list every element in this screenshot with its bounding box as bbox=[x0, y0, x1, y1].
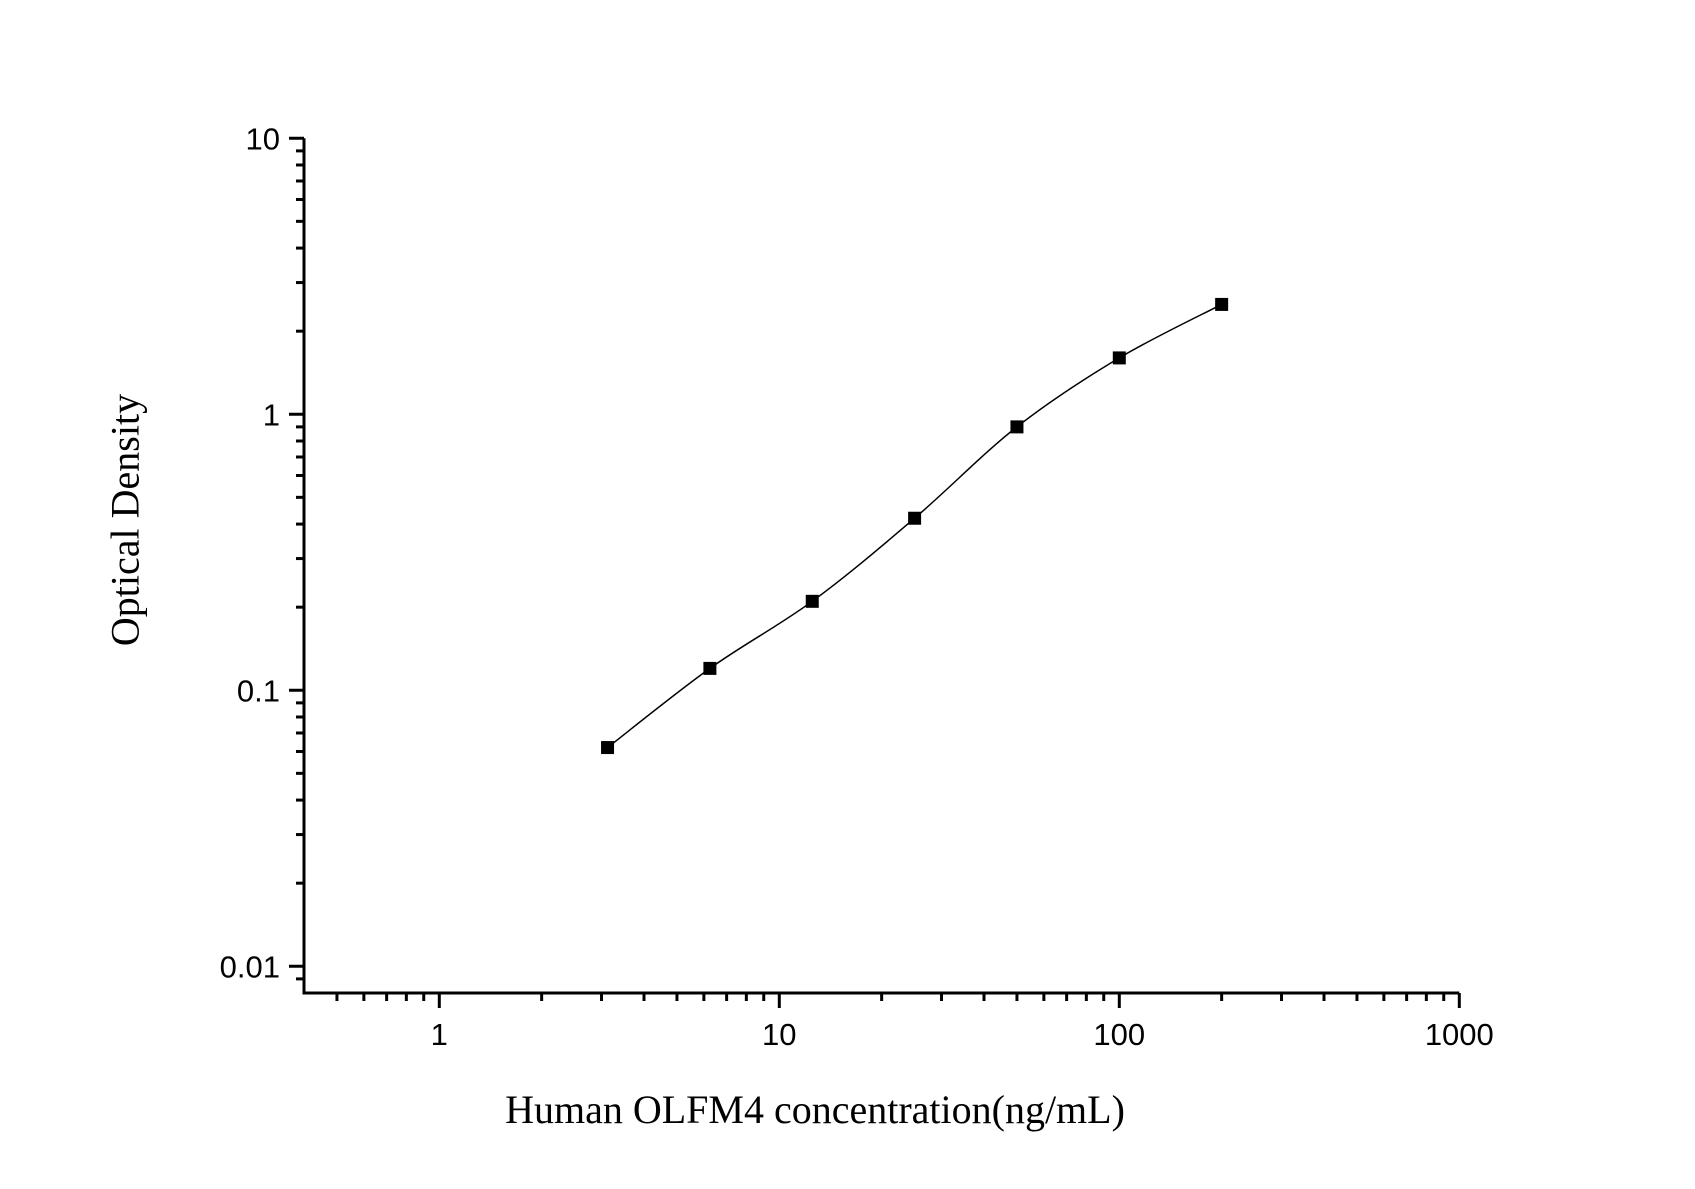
x-tick-label: 1000 bbox=[1425, 1017, 1494, 1052]
data-point-marker bbox=[1215, 297, 1229, 311]
x-axis-title: Human OLFM4 concentration(ng/mL) bbox=[505, 1087, 1125, 1132]
y-axis-title: Optical Density bbox=[102, 393, 148, 647]
data-point-marker bbox=[601, 741, 615, 755]
y-tick-label: 0.01 bbox=[220, 949, 280, 984]
data-point-marker bbox=[908, 511, 922, 525]
curve-line bbox=[607, 303, 1222, 749]
data-point-marker bbox=[1112, 351, 1126, 365]
data-point-marker bbox=[1010, 420, 1024, 434]
y-tick-label: 0.1 bbox=[237, 673, 280, 708]
data-point-marker bbox=[805, 594, 819, 608]
x-tick-label: 100 bbox=[1093, 1017, 1145, 1052]
x-tick-label: 10 bbox=[762, 1017, 796, 1052]
data-point-marker bbox=[703, 661, 717, 675]
y-tick-label: 1 bbox=[263, 397, 280, 432]
y-tick-label: 10 bbox=[246, 121, 280, 156]
x-tick-label: 1 bbox=[431, 1017, 448, 1052]
